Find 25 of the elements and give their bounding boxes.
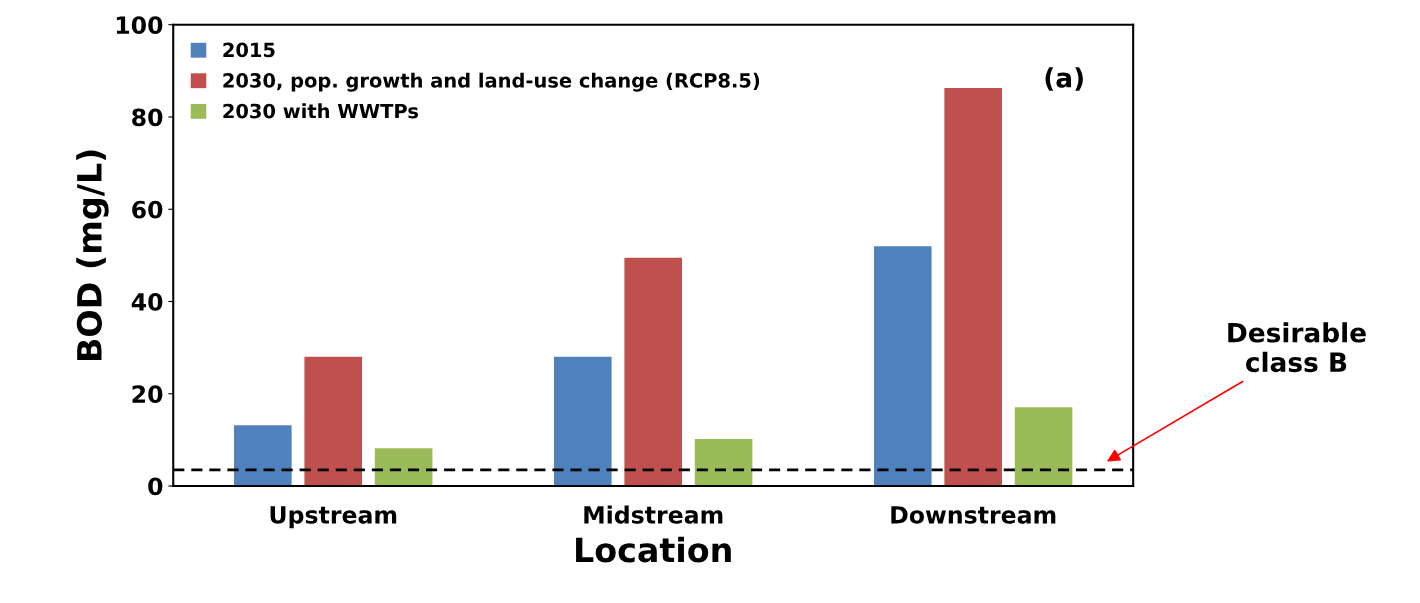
bar — [1014, 407, 1073, 487]
x-tick-label: Upstream — [270, 506, 397, 529]
bar — [694, 438, 753, 487]
bar — [554, 356, 612, 487]
bar — [873, 246, 932, 487]
x-tick-label: Midstream — [584, 505, 723, 524]
legend-label: 2030 with WWTPs — [223, 103, 418, 119]
bar — [944, 87, 1002, 487]
bar — [624, 257, 682, 487]
bar — [234, 425, 292, 487]
y-tick-label: 0 — [148, 477, 163, 496]
text: Desirable class B — [1228, 322, 1366, 373]
legend-label: 2030, pop. growth and land-use change (RCP8.5) — [223, 72, 760, 92]
y-tick-label: 40 — [131, 292, 163, 311]
x-tick-label: Downstream — [891, 506, 1056, 524]
y-tick-label: 80 — [132, 108, 163, 127]
x-axis-title: Location — [576, 536, 731, 563]
y-tick-label: 100 — [116, 16, 163, 35]
annotation: (a) — [1045, 67, 1083, 91]
y-tick-label: 60 — [132, 200, 163, 219]
y-tick-label: 20 — [132, 385, 163, 404]
y-axis-title: BOD (mg/L) — [76, 150, 109, 361]
legend-label: 2015 — [223, 42, 275, 58]
bar — [374, 448, 433, 487]
bar — [304, 356, 363, 487]
